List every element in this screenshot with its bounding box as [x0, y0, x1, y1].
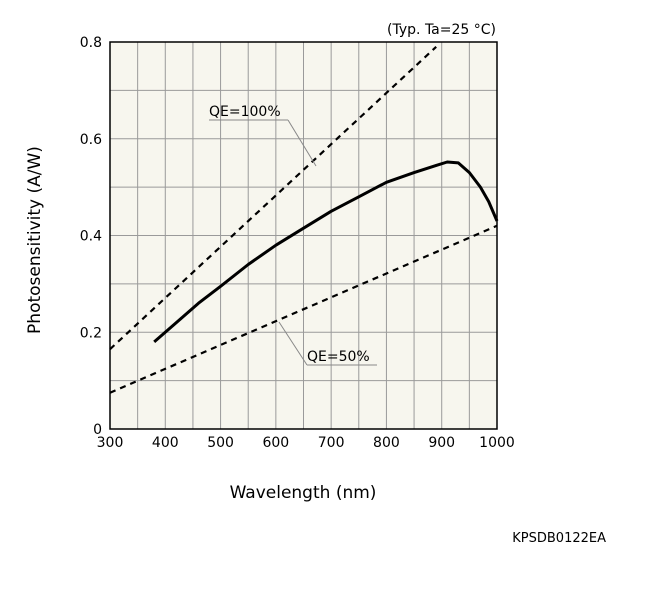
- qe50-label: QE=50%: [307, 349, 370, 365]
- x-axis-title: Wavelength (nm): [230, 483, 377, 503]
- x-tick-labels: 300 400 500 600 700 800 900 1000: [97, 435, 515, 451]
- x-tick-label: 900: [428, 435, 455, 451]
- qe100-label: QE=100%: [209, 104, 281, 120]
- figure-code: KPSDB0122EA: [512, 531, 606, 546]
- y-tick-label: 0.8: [80, 35, 102, 51]
- x-tick-label: 400: [152, 435, 179, 451]
- y-tick-labels: 0 0.2 0.4 0.6 0.8: [80, 35, 102, 438]
- y-tick-label: 0.6: [80, 132, 102, 148]
- plot-frame: [109, 41, 498, 430]
- y-axis-title: Photosensitivity (A/W): [25, 146, 45, 334]
- x-tick-label: 500: [207, 435, 234, 451]
- y-tick-label: 0.4: [80, 229, 102, 245]
- x-tick-label: 700: [318, 435, 345, 451]
- x-tick-label: 300: [97, 435, 124, 451]
- annotation-qe50: QE=50%: [278, 321, 377, 366]
- qe100-leader-diagonal: [287, 119, 317, 167]
- annotation-qe100: QE=100%: [209, 104, 317, 167]
- qe-100-line: [109, 45, 437, 351]
- qe-50-line: [109, 224, 498, 394]
- x-tick-label: 1000: [479, 435, 515, 451]
- condition-note: (Typ. Ta=25 °C): [387, 22, 496, 38]
- qe50-leader-diagonal: [278, 321, 308, 366]
- y-tick-label: 0.2: [80, 325, 102, 341]
- grid: [110, 42, 497, 429]
- x-tick-label: 800: [373, 435, 400, 451]
- x-tick-label: 600: [262, 435, 289, 451]
- photosensitivity-curve: [153, 160, 499, 344]
- series-layer: [109, 45, 499, 394]
- y-tick-label: 0: [93, 422, 102, 438]
